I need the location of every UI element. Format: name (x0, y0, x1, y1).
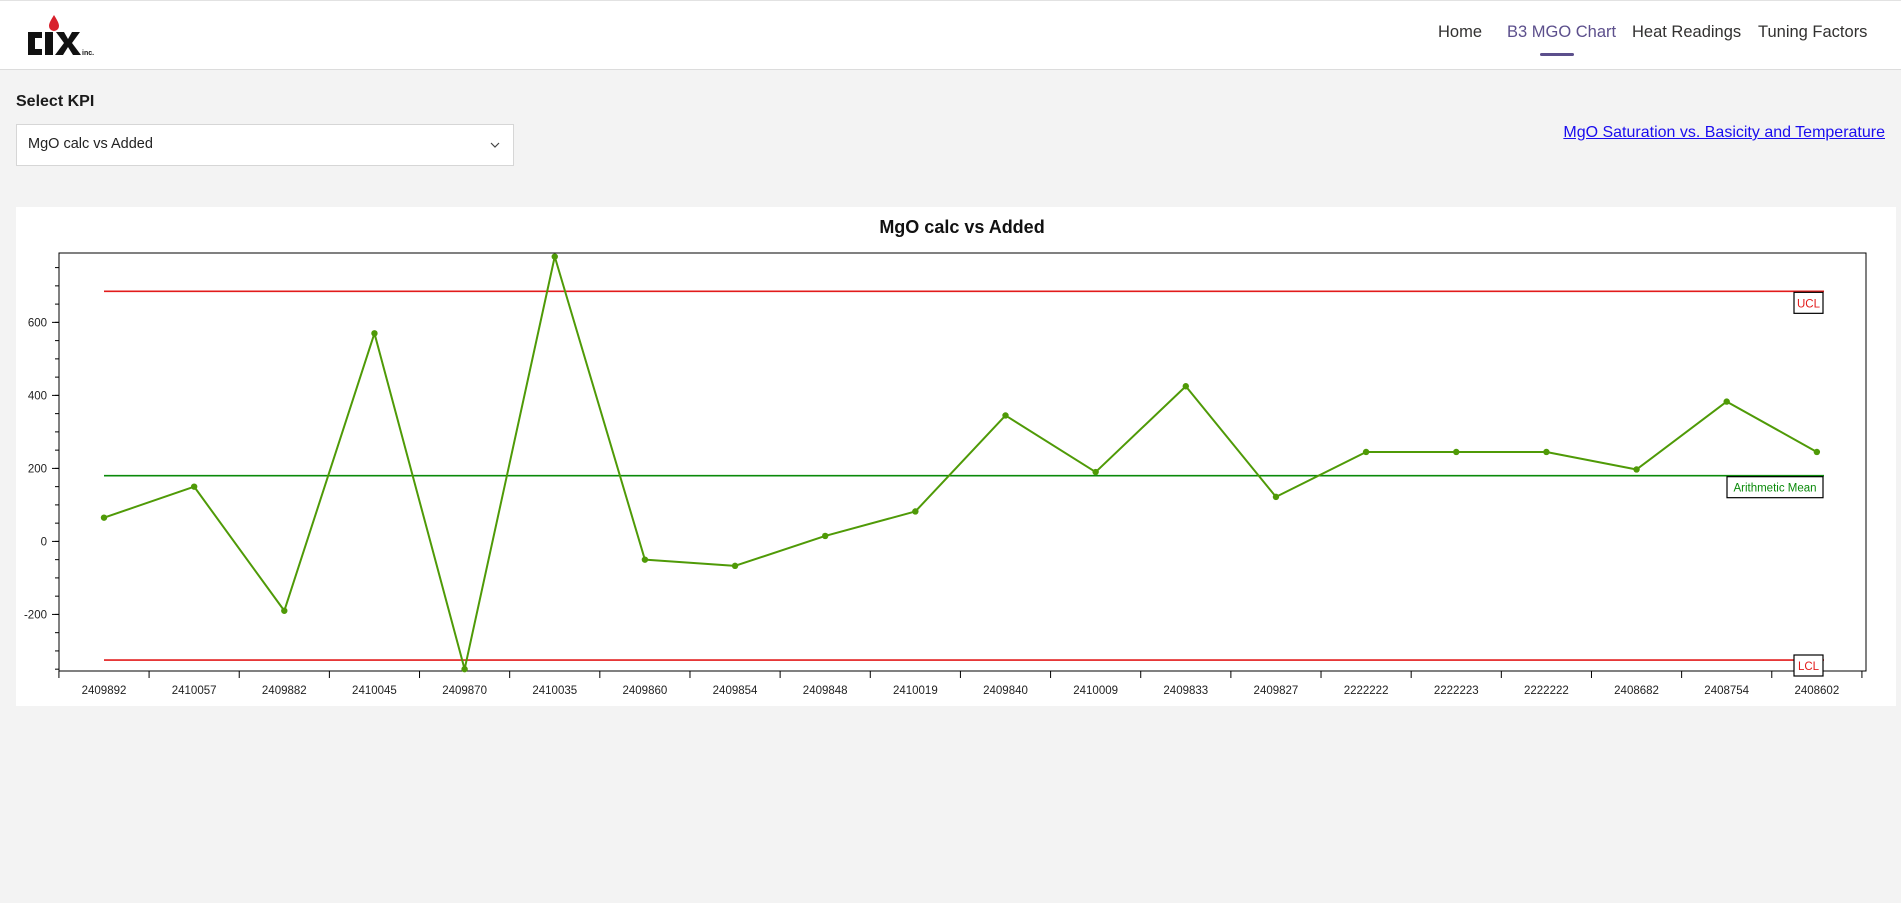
x-tick-label: 2410009 (1073, 685, 1118, 697)
x-tick-label: 2409840 (983, 685, 1028, 697)
y-tick-label: 0 (41, 536, 47, 548)
nav-tuning-factors[interactable]: Tuning Factors (1758, 23, 1868, 41)
cix-logo-icon: inc. (28, 15, 94, 57)
nav-home[interactable]: Home (1438, 23, 1483, 41)
active-tab-indicator (1540, 53, 1574, 56)
x-tick-label: 2410045 (352, 685, 397, 697)
data-point (1543, 448, 1550, 456)
data-point (190, 483, 198, 490)
reference-label-box (1793, 291, 1824, 314)
top-navigation-bar: inc. Home B3 MGO Chart Heat Readings Tun… (0, 0, 1901, 70)
data-point (1182, 383, 1190, 390)
data-point (912, 508, 919, 515)
select-kpi-label: Select KPI (16, 93, 95, 110)
data-point (731, 562, 739, 570)
series-line (103, 255, 1818, 671)
x-tick-label: 2410019 (893, 685, 938, 697)
x-tick-label: 2222222 (1524, 685, 1569, 697)
data-point (281, 607, 288, 614)
data-point (1092, 468, 1099, 476)
x-tick-label: 2409827 (1254, 685, 1299, 697)
mgo-line-chart: MgO calc vs Added -200 0 200 400 600 2409892… (24, 217, 1867, 697)
x-tick-label: 2409833 (1163, 685, 1208, 697)
x-tick-label: 2409860 (623, 685, 668, 697)
nav-heat-readings[interactable]: Heat Readings (1632, 23, 1742, 41)
kpi-dropdown-value: MgO calc vs Added (28, 136, 153, 152)
cix-logo[interactable]: inc. (24, 11, 104, 61)
x-tick-label: 2410035 (532, 685, 577, 697)
reference-label: UCL (1797, 298, 1821, 310)
data-point (371, 330, 378, 337)
data-point (1453, 448, 1460, 456)
x-tick-label: 2409848 (803, 685, 848, 697)
x-tick-label: 2222222 (1344, 685, 1389, 697)
reference-label: LCL (1798, 661, 1820, 673)
reference-label: Arithmetic Mean (1733, 483, 1816, 495)
y-tick-label: 600 (28, 317, 47, 329)
logo-suffix: inc. (82, 50, 94, 57)
reference-label-box (1726, 476, 1824, 499)
plot-frame (58, 252, 1867, 672)
mgo-saturation-link[interactable]: MgO Saturation vs. Basicity and Temperat… (1563, 124, 1885, 141)
chevron-down-icon (490, 142, 500, 148)
x-tick-label: 2409854 (713, 685, 758, 697)
kpi-dropdown[interactable]: MgO calc vs Added (16, 124, 514, 166)
reference-label-box (1793, 654, 1824, 677)
data-point (1813, 448, 1821, 456)
y-tick-label: 400 (28, 390, 47, 402)
data-point (1723, 398, 1730, 405)
chart-title: MgO calc vs Added (879, 217, 1044, 237)
data-point (1633, 466, 1640, 473)
y-tick-label: 200 (28, 463, 47, 475)
x-tick-label: 2222223 (1434, 685, 1479, 697)
x-tick-label: 2409882 (262, 685, 307, 697)
data-point (1362, 448, 1370, 456)
chart-card: MgO calc vs Added -200 0 200 400 600 2409892… (16, 207, 1896, 706)
data-point (100, 514, 108, 521)
nav-b3-mgo-chart[interactable]: B3 MGO Chart (1507, 23, 1617, 41)
x-tick-label: 2408682 (1614, 685, 1659, 697)
data-point (1272, 493, 1280, 501)
data-point (1002, 412, 1009, 419)
x-tick-label: 2408754 (1704, 685, 1749, 697)
x-tick-label: 2410057 (172, 685, 217, 697)
y-tick-label: -200 (24, 609, 47, 621)
data-point (641, 556, 649, 563)
x-tick-label: 2409870 (442, 685, 487, 697)
data-point (551, 253, 558, 260)
data-point (822, 532, 829, 540)
data-point (461, 665, 468, 673)
x-tick-label: 2409892 (82, 685, 127, 697)
x-tick-label: 2408602 (1794, 685, 1839, 697)
